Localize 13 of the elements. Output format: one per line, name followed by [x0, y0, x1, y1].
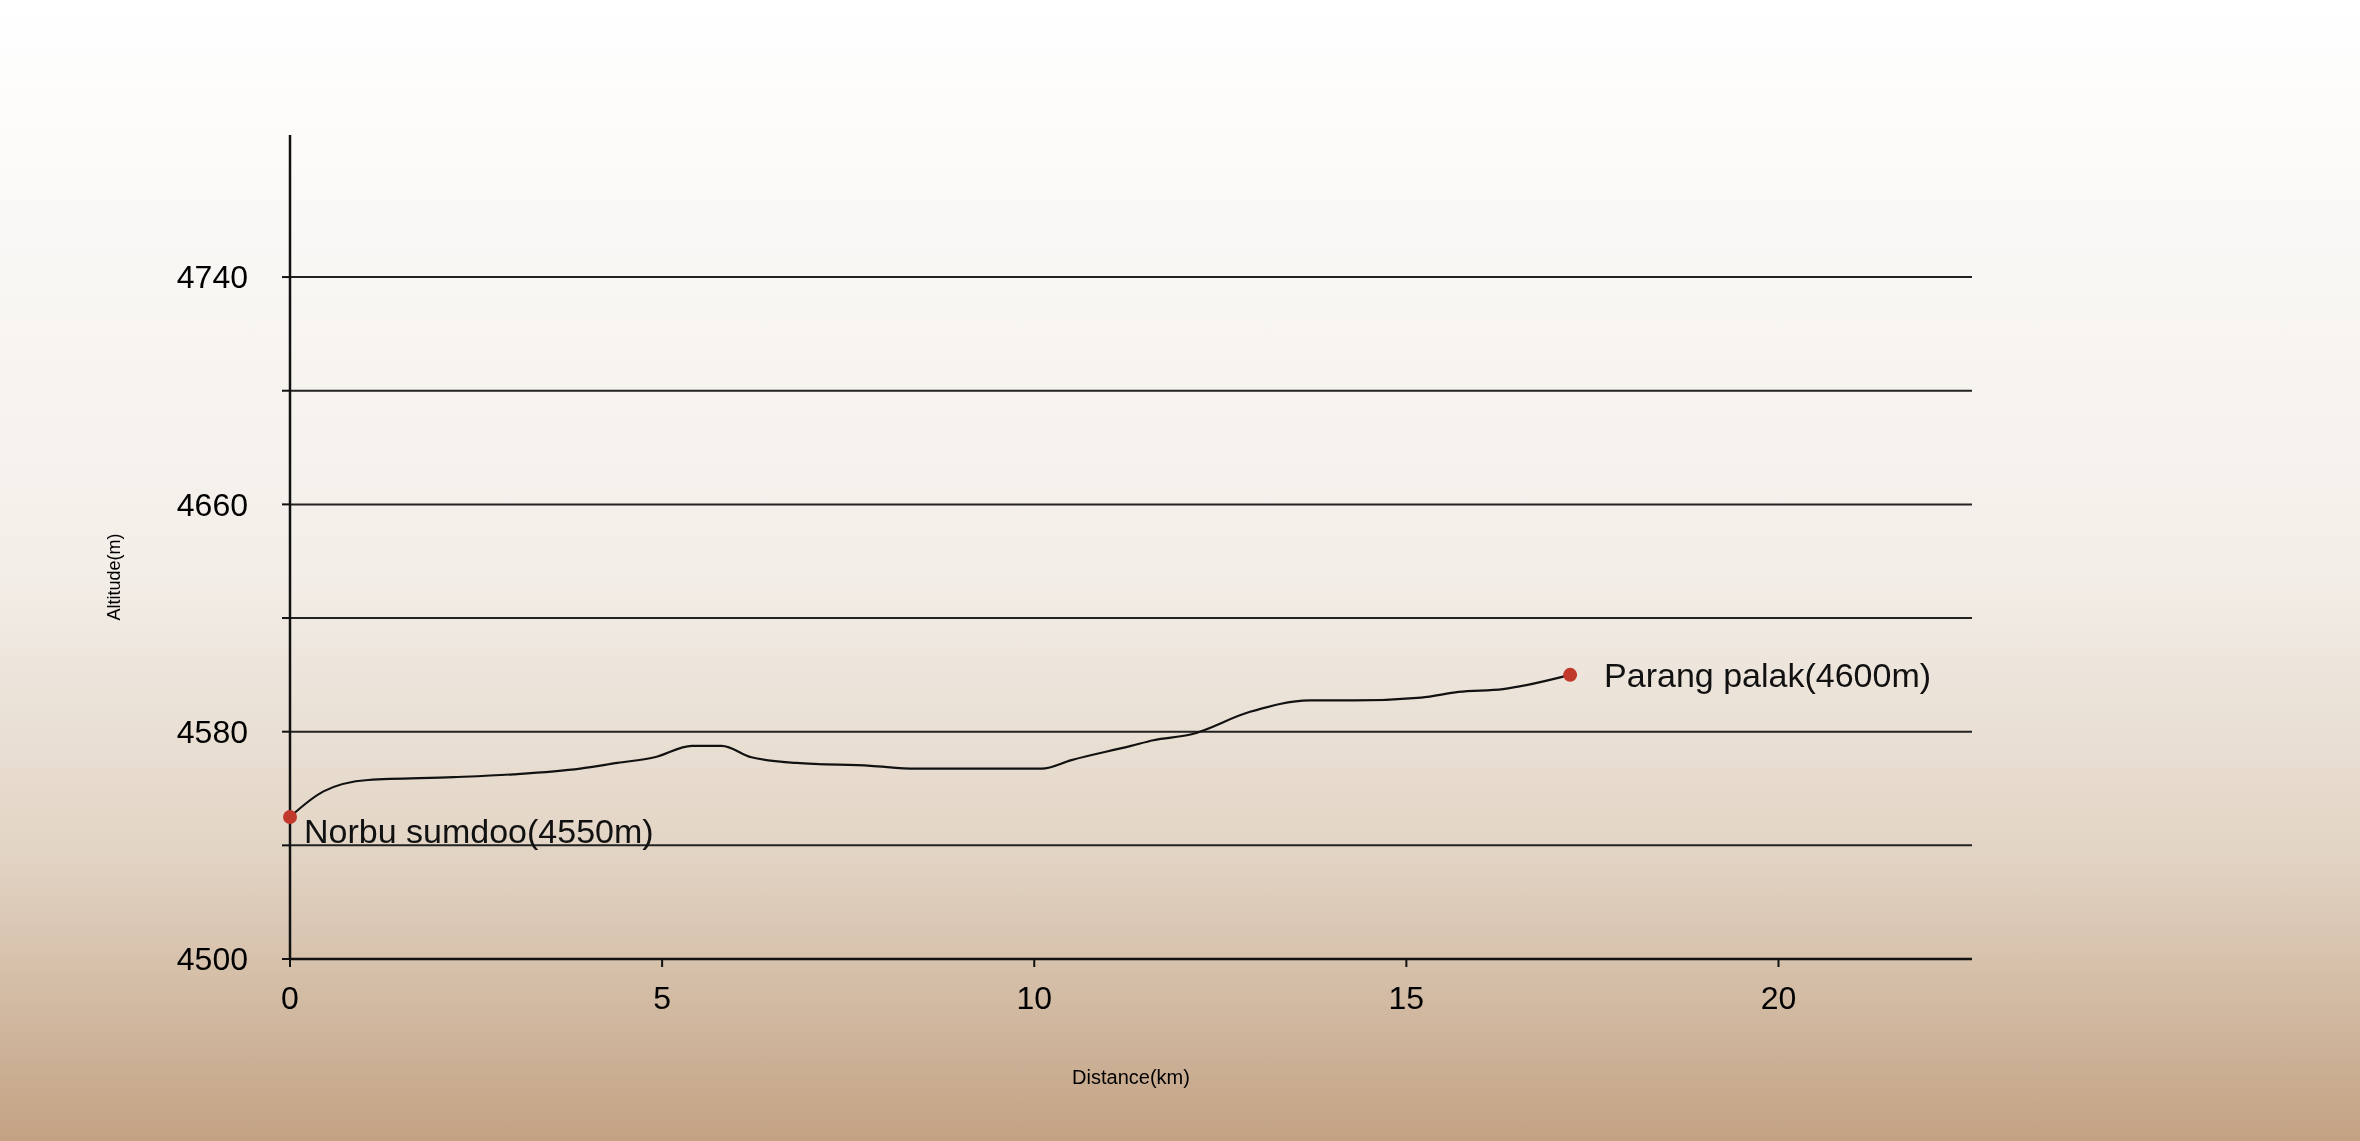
x-axis-title: Distance(km): [1072, 1066, 1190, 1088]
annotation: Parang palak(4600m): [1604, 655, 1932, 694]
y-tick-label: 4580: [176, 713, 248, 750]
y-tick-label: 4740: [176, 259, 248, 296]
annotation: Norbu sumdoo(4550m): [304, 811, 654, 850]
x-tick-label: 5: [653, 980, 672, 1016]
y-tick-label: 4660: [176, 486, 248, 523]
x-tick-label: 15: [1388, 980, 1425, 1016]
y-axis-title: Altitude(m): [104, 533, 124, 621]
x-tick-label: 0: [281, 980, 299, 1016]
y-tick-label: 4500: [176, 941, 248, 978]
x-tick-label: 20: [1760, 980, 1797, 1016]
x-tick-label: 10: [1016, 980, 1053, 1016]
